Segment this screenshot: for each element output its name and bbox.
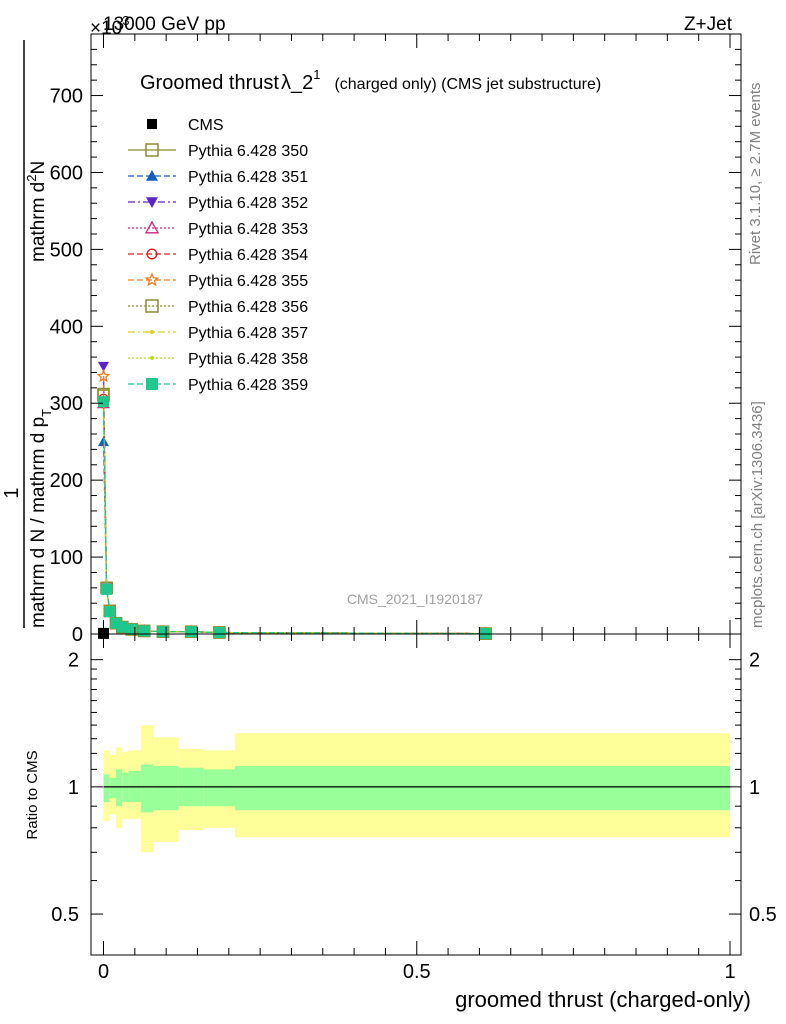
y-tick-label: 0 — [72, 624, 83, 646]
marker — [116, 621, 128, 633]
legend-label: Pythia 6.428 350 — [188, 143, 308, 160]
legend-label: Pythia 6.428 354 — [188, 247, 308, 264]
marker — [150, 356, 154, 360]
marker — [147, 119, 157, 129]
legend-label: Pythia 6.428 359 — [188, 377, 308, 394]
y-label-numerator-top: mathrm d2N — [24, 161, 49, 262]
marker — [145, 143, 159, 157]
legend-label: Pythia 6.428 355 — [188, 273, 308, 290]
y-tick-label: 100 — [50, 547, 83, 569]
ratio-y-tick-label: 2 — [68, 650, 79, 672]
legend-label: Pythia 6.428 351 — [188, 169, 308, 186]
y-exponent-label: ×103 — [90, 13, 129, 39]
legend-label: Pythia 6.428 358 — [188, 351, 308, 368]
marker — [138, 625, 150, 637]
legend-entry: Pythia 6.428 355 — [128, 272, 308, 290]
inner-band-bin — [235, 766, 730, 811]
legend-entry: CMS — [147, 117, 224, 134]
inner-band-bin — [103, 774, 110, 803]
x-tick-label: 1 — [724, 961, 735, 983]
legend-label: Pythia 6.428 356 — [188, 299, 308, 316]
y-tick-label: 600 — [50, 162, 83, 184]
legend: CMS Pythia 6.428 350 Pythia 6.428 351 Pythi… — [128, 117, 308, 394]
marker — [157, 626, 169, 638]
y-label-denominator: mathrm d N / mathrm d pT — [28, 409, 54, 628]
marker — [96, 369, 111, 383]
marker — [185, 626, 197, 638]
ratio-y-tick-label-right: 2 — [749, 650, 760, 672]
marker — [98, 361, 109, 372]
ratio-uncertainty-bands — [103, 725, 730, 853]
ratio-y-tick-label-right: 0.5 — [749, 904, 777, 926]
x-tick-label: 0.5 — [403, 961, 431, 983]
inner-band-bin — [116, 769, 123, 807]
legend-entry: Pythia 6.428 356 — [128, 299, 308, 316]
ratio-plot-frame — [90, 633, 742, 956]
marker — [146, 378, 158, 390]
legend-entry: Pythia 6.428 351 — [128, 169, 308, 186]
inner-band-bin — [109, 777, 117, 799]
marker — [145, 299, 159, 313]
y-tick-label: 300 — [50, 393, 83, 415]
y-tick-label: 700 — [50, 86, 83, 108]
plot-title: Groomed thrust λ_21(charged only) (CMS je… — [140, 67, 601, 94]
marker — [98, 436, 109, 447]
legend-label: Pythia 6.428 352 — [188, 195, 308, 212]
ratio-y-tick-label: 0.5 — [51, 904, 79, 926]
marker — [101, 583, 113, 595]
marker — [150, 330, 154, 334]
marker — [146, 197, 158, 208]
legend-entry: Pythia 6.428 352 — [128, 195, 308, 212]
marker — [146, 170, 158, 181]
legend-label: Pythia 6.428 353 — [188, 221, 308, 238]
legend-label: Pythia 6.428 357 — [188, 325, 308, 342]
legend-entry: Pythia 6.428 350 — [128, 143, 308, 160]
marker — [104, 606, 116, 618]
y-tick-label: 500 — [50, 239, 83, 261]
inner-band-bin — [153, 766, 179, 811]
inner-band-bin — [141, 764, 154, 813]
x-tick-label: 0 — [98, 961, 109, 983]
legend-entry: Pythia 6.428 359 — [128, 377, 308, 394]
inner-band-bin — [203, 769, 236, 807]
y-label-one: 1 — [1, 487, 23, 498]
x-axis-label: groomed thrust (charged-only) — [455, 987, 751, 1012]
y-tick-label: 400 — [50, 316, 83, 338]
ratio-y-label: Ratio to CMS — [24, 750, 41, 839]
legend-label: CMS — [188, 117, 224, 134]
legend-entry: Pythia 6.428 354 — [128, 247, 308, 264]
y-axis-label: 1 mathrm d N / mathrm d pT mathrm d2N — [1, 40, 54, 628]
header-right: Z+Jet — [684, 14, 733, 35]
analysis-watermark: CMS_2021_I1920187 — [347, 591, 483, 607]
ratio-y-tick-label: 1 — [68, 777, 79, 799]
series-2 — [98, 436, 492, 639]
legend-entry: Pythia 6.428 358 — [128, 351, 308, 368]
marker — [98, 396, 109, 408]
marker — [146, 248, 158, 260]
marker — [110, 617, 122, 629]
rivet-label: Rivet 3.1.10, ≥ 2.7M events — [747, 83, 764, 266]
legend-entry: Pythia 6.428 357 — [128, 325, 308, 342]
marker — [126, 623, 138, 635]
legend-entry: Pythia 6.428 353 — [128, 220, 308, 238]
series-line — [102, 401, 486, 635]
ratio-y-tick-label-right: 1 — [749, 777, 760, 799]
mcplots-label: mcplots.cern.ch [arXiv:1306.3436] — [749, 401, 766, 628]
marker — [144, 272, 160, 287]
marker — [144, 220, 160, 234]
marker — [213, 626, 225, 638]
y-tick-label: 200 — [50, 470, 83, 492]
axes-layer: 0 100 200 300 400 500 600 700 0 0.5 1 0.5 0.5 1 1 2 2 — [50, 33, 777, 983]
header-left: 13000 GeV pp — [103, 14, 226, 35]
